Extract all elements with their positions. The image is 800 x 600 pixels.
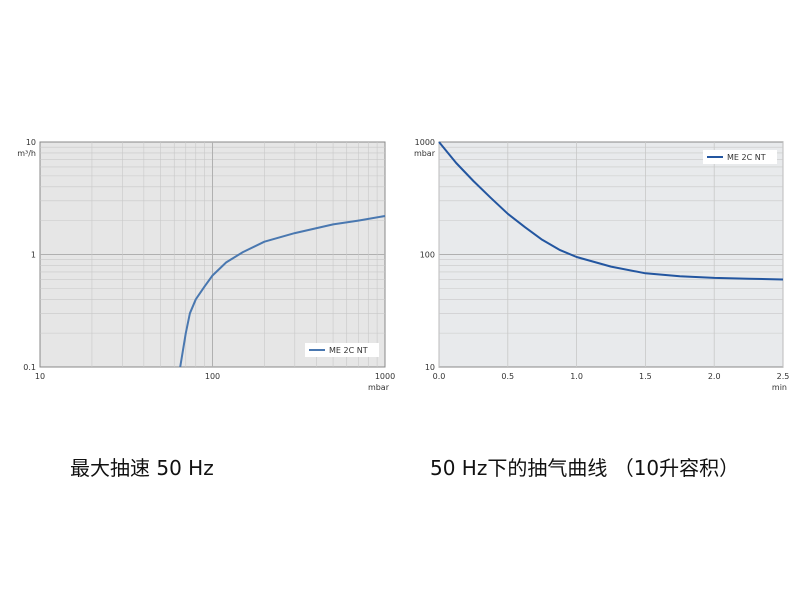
y-tick-label: 10	[425, 363, 435, 372]
x-tick-label: 2.0	[708, 372, 721, 381]
x-tick-label: 2.5	[777, 372, 790, 381]
x-tick-label: 10	[35, 372, 45, 381]
x-axis-label: mbar	[368, 383, 390, 392]
x-tick-label: 1000	[375, 372, 395, 381]
x-tick-label: 0.5	[501, 372, 514, 381]
legend-box	[703, 150, 777, 164]
x-axis-label: min	[772, 383, 787, 392]
series-line	[438, 141, 784, 281]
y-tick-label: 0.1	[23, 363, 36, 372]
y-axis-label: mbar	[414, 149, 436, 158]
y-tick-label: 1000	[415, 138, 435, 147]
chart-caption-right: 50 Hz下的抽气曲线 （10升容积）	[430, 456, 740, 480]
legend-box	[305, 343, 379, 357]
y-tick-label: 10	[26, 138, 36, 147]
x-tick-label: 0.0	[433, 372, 446, 381]
chart-caption-left: 最大抽速 50 Hz	[70, 456, 214, 480]
y-tick-label: 100	[420, 251, 435, 260]
x-tick-label: 100	[205, 372, 220, 381]
x-tick-label: 1.0	[570, 372, 583, 381]
chart-0: 10 100 1000 0.1 1 10 mbar m³/h ME 2C NT	[17, 138, 395, 392]
legend-label: ME 2C NT	[727, 153, 766, 162]
series-line	[179, 215, 386, 368]
y-tick-label: 1	[31, 251, 36, 260]
legend-label: ME 2C NT	[329, 346, 368, 355]
chart-1: 0.0 0.5 1.0 1.5 2.0 2.5 10 100 1000 min mbar ME 2C …	[414, 138, 789, 392]
y-axis-label: m³/h	[17, 149, 36, 158]
x-tick-label: 1.5	[639, 372, 652, 381]
